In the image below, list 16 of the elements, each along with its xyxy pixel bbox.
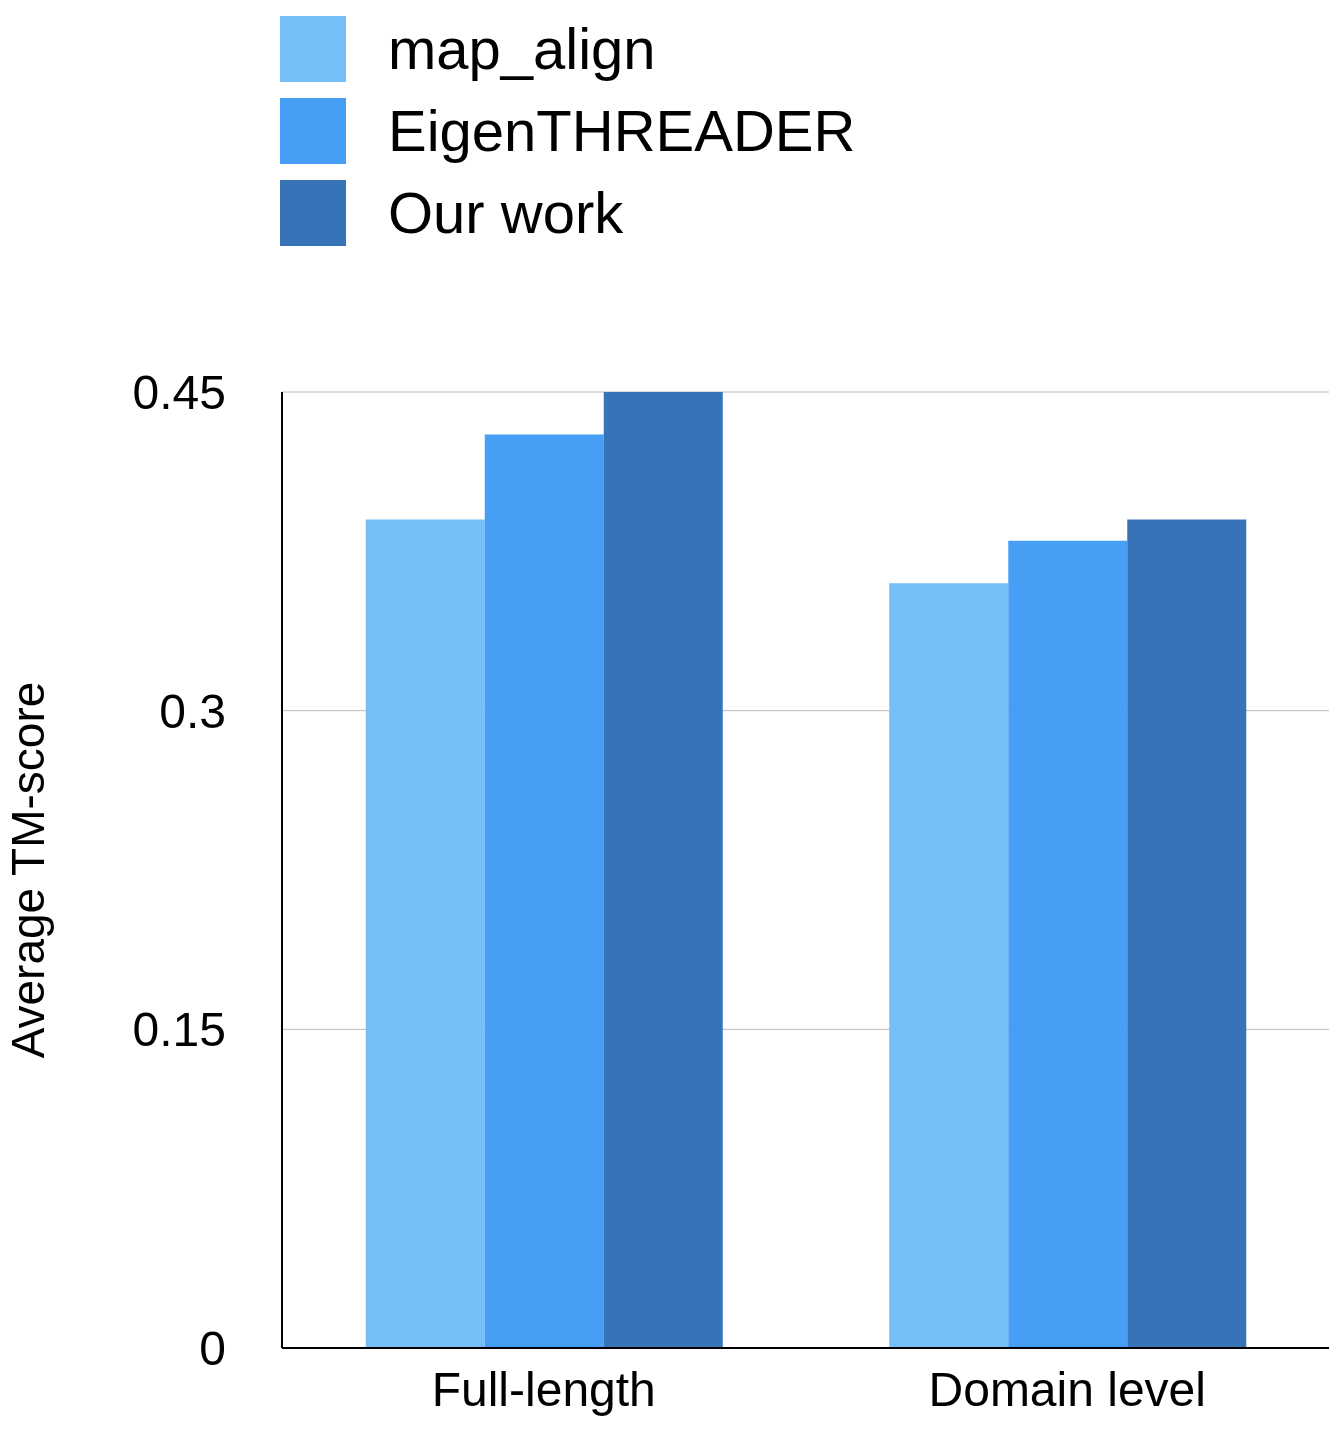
y-tick-label: 0.3 <box>159 684 226 738</box>
legend-label: EigenTHREADER <box>388 97 856 165</box>
legend-label: Our work <box>388 179 624 247</box>
bar <box>1127 519 1247 1348</box>
y-tick-label: 0.45 <box>132 366 226 420</box>
y-tick-label: 0 <box>199 1322 226 1376</box>
bar <box>484 434 604 1348</box>
x-tick-label: Domain level <box>928 1363 1206 1417</box>
x-tick-label: Full-length <box>431 1363 656 1417</box>
legend-label: map_align <box>388 15 656 83</box>
y-axis-title: Average TM-score <box>2 681 55 1059</box>
bar <box>1008 540 1128 1348</box>
bar <box>889 583 1009 1348</box>
bar <box>603 392 723 1348</box>
y-tick-label: 0.15 <box>132 1003 226 1057</box>
bar <box>365 519 485 1348</box>
